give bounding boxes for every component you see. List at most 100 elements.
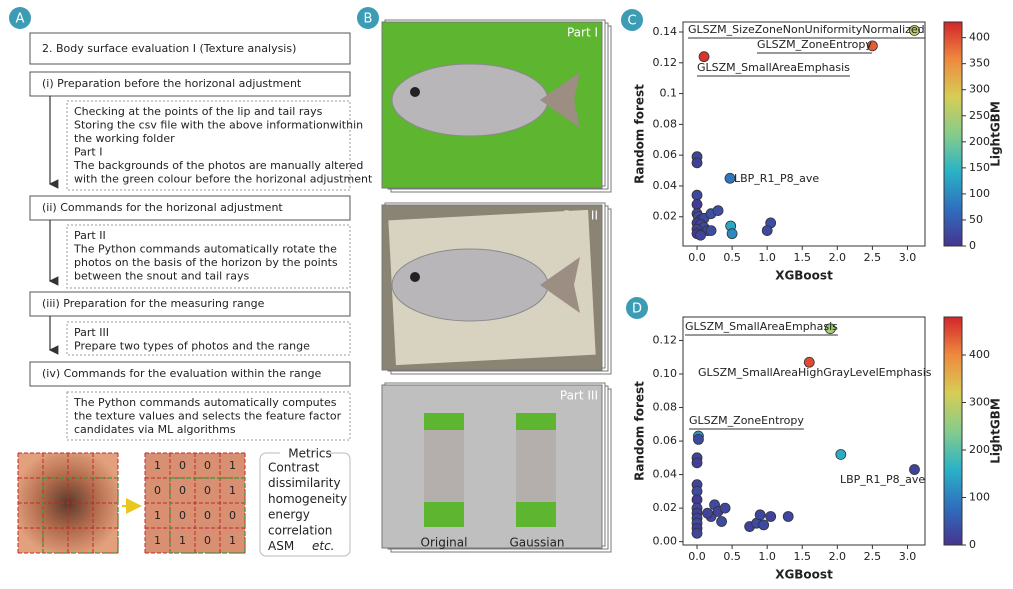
point [765,511,777,522]
point [691,527,703,539]
step-box [29,195,351,221]
point [691,157,703,169]
matrix-cell: 0 [204,459,211,472]
panel-badge [626,297,648,319]
annotation: GLSZM_SizeZoneNonUniformityNormalized [688,23,925,36]
y-tick-label: 0.02 [653,210,678,223]
step-line: The Python commands automatically rotate… [73,243,337,256]
annotation: GLSZM_SmallAreaEmphasis [685,320,838,333]
plot-area [682,21,926,247]
matrix-cell: 1 [154,459,161,472]
annotation: GLSZM_ZoneEntropy [689,414,804,427]
step-title: (i) Preparation before the horizonal adj… [42,77,302,90]
x-tick-label: 0.5 [723,251,741,264]
x-tick-label: 1.0 [758,550,776,563]
caption: Gaussian [509,536,564,550]
annotation: LBP_R1_P8_ave [734,172,819,185]
matrix-cell: 0 [229,509,236,522]
fish-eye [410,87,420,97]
strip-fish [424,430,464,502]
panel-label: C [627,14,636,29]
step-line: The Python commands automatically comput… [73,396,337,409]
step-box [29,291,351,317]
metric: Contrast [268,461,320,475]
metrics-title-bg [280,448,330,460]
metric: correlation [268,523,332,537]
matrix-cell: 1 [154,509,161,522]
y-tick-label: 0.1 [660,87,678,100]
point [719,502,731,514]
point [758,519,770,531]
x-tick-label: 2.0 [829,550,847,563]
window [42,477,119,554]
y-tick-label: 0.10 [653,367,678,380]
matrix-cell: 0 [179,459,186,472]
step-line: Prepare two types of photos and the rang… [74,340,310,353]
step-detail-box [66,100,351,191]
colorbar-tick-label: 250 [969,109,990,122]
colorbar-tick-label: 150 [969,161,990,174]
part-label: Part III [560,389,598,403]
point [866,40,878,52]
fish-tail [540,257,580,313]
step-box [29,361,351,387]
step-line: Part II [74,229,106,242]
x-tick-label: 3.0 [899,251,917,264]
point [693,433,704,445]
colorbar-tick-label: 300 [969,83,990,96]
header-text: 2. Body surface evaluation I (Texture an… [42,42,296,55]
matrix-cell: 1 [154,534,161,547]
colorbar-tick-label: 200 [969,135,990,148]
colorbar-tick-label: 400 [969,31,990,44]
point [726,228,738,240]
step-detail-box [66,321,351,356]
fish-eye [410,272,420,282]
step-line: Checking at the points of the lip and ta… [74,105,323,118]
matrix-cell: 0 [204,509,211,522]
point [803,356,815,368]
matrix-cell: 0 [179,484,186,497]
y-axis-label: Random forest [633,381,647,481]
colorbar-tick-label: 100 [969,187,990,200]
colorbar [943,21,963,247]
point [909,25,920,36]
y-tick-label: 0.04 [653,468,678,481]
x-axis-label: XGBoost [775,568,833,582]
matrix-cell: 1 [229,484,236,497]
colorbar-tick-label: 350 [969,57,990,70]
window [169,477,246,554]
matrix-cell: 1 [229,459,236,472]
step-title: (ii) Commands for the horizonal adjustme… [42,201,283,214]
point [712,205,724,216]
point [691,457,703,469]
y-tick-label: 0.14 [653,25,678,38]
colorbar-label: LightGBM [989,101,1003,167]
point [702,507,713,519]
panel-label: A [16,12,25,27]
x-tick-label: 1.0 [758,251,776,264]
x-tick-label: 3.0 [899,550,917,563]
point [724,172,736,184]
x-axis-label: XGBoost [775,269,833,283]
step-line: the texture values and selects the featu… [74,410,342,423]
colorbar-tick-label: 50 [969,213,983,226]
metric-etc: etc. [312,539,335,553]
x-tick-label: 1.5 [793,251,811,264]
step-line: between the snout and tail rays [74,270,249,283]
x-tick-label: 2.0 [829,251,847,264]
y-tick-label: 0.00 [653,535,678,548]
x-tick-label: 2.5 [864,251,882,264]
point [705,225,717,237]
y-tick-label: 0.06 [653,148,678,161]
y-tick-label: 0.08 [653,117,678,130]
metric: homogeneity [268,492,347,506]
part-label: Part I [567,26,598,40]
point [761,225,773,237]
matrix-cell: 1 [179,534,186,547]
x-tick-label: 2.5 [864,550,882,563]
caption: Original [421,536,468,550]
matrix-cell: 0 [204,534,211,547]
metric: dissimilarity [268,476,341,490]
step-title: (iii) Preparation for the measuring rang… [42,297,265,310]
